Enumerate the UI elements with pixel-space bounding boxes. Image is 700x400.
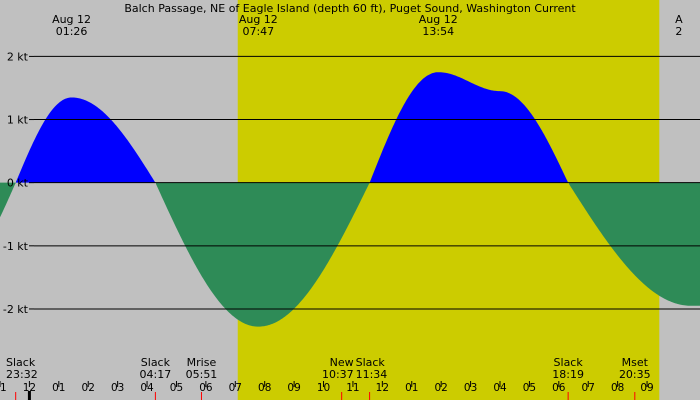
top-date-label-3: A	[675, 13, 683, 26]
event-label-0: Slack	[6, 356, 36, 369]
label-layer: 2 kt 1 kt 0 kt -1 kt -2 kt 11 12 01 02 03 04 05 06 07…	[0, 13, 683, 394]
y-tick-label-1: 1 kt	[7, 114, 29, 127]
top-date-label-1: Aug 12	[239, 13, 278, 26]
hour-tick-label-17: 04	[493, 382, 507, 394]
hour-tick-label-12: 11	[346, 382, 359, 394]
hour-tick-label-16: 03	[464, 382, 477, 394]
top-date-label-2: Aug 12	[419, 13, 458, 26]
hour-tick-label-15: 02	[434, 382, 447, 394]
ebb-area-4	[569, 182, 700, 306]
event-time-3: 10:37	[322, 368, 354, 381]
hour-tick-label-20: 07	[582, 382, 595, 394]
event-time-0: 23:32	[6, 368, 38, 381]
top-date-label-0: Aug 12	[52, 13, 91, 26]
hour-tick-label-7: 06	[199, 382, 213, 394]
hour-tick-label-18: 05	[523, 382, 536, 394]
flood-area-1	[16, 97, 156, 183]
hour-tick-label-6: 05	[170, 382, 183, 394]
event-label-3: New	[330, 356, 354, 369]
chart-title: Balch Passage, NE of Eagle Island (depth…	[124, 2, 576, 15]
y-tick-label-4: -2 kt	[3, 303, 29, 316]
hour-tick-label-10: 09	[287, 382, 300, 394]
hour-tick-label-14: 01	[405, 382, 418, 394]
y-tick-label-2: 0 kt	[7, 177, 29, 190]
hour-tick-label-2: 01	[52, 382, 65, 394]
hour-tick-label-21: 08	[611, 382, 624, 394]
y-tick-label-3: -1 kt	[3, 240, 29, 253]
top-time-label-3: 2	[675, 25, 682, 38]
hour-tick-label-1: 12	[23, 382, 36, 394]
event-time-2: 05:51	[186, 368, 218, 381]
hour-tick-label-8: 07	[229, 382, 242, 394]
current-area-layer	[0, 72, 700, 327]
event-label-5: Slack	[554, 356, 584, 369]
hour-tick-label-4: 03	[111, 382, 124, 394]
top-time-label-1: 07:47	[242, 25, 274, 38]
event-label-2: Mrise	[187, 356, 217, 369]
hour-tick-label-9: 08	[258, 382, 271, 394]
top-time-label-2: 13:54	[422, 25, 454, 38]
event-time-5: 18:19	[552, 368, 584, 381]
y-tick-label-0: 2 kt	[7, 50, 29, 63]
ebb-area-2	[156, 182, 370, 327]
hour-tick-label-22: 09	[640, 382, 653, 394]
hour-tick-label-13: 12	[376, 382, 389, 394]
hour-tick-label-3: 02	[82, 382, 95, 394]
ebb-area-0	[0, 182, 16, 218]
hour-tick-label-19: 06	[552, 382, 566, 394]
event-label-4: Slack	[356, 356, 386, 369]
event-time-1: 04:17	[140, 368, 172, 381]
midnight-marker	[27, 391, 31, 400]
hour-tick-label-11: 10	[317, 382, 330, 394]
event-time-4: 11:34	[356, 368, 388, 381]
grid-layer	[0, 55, 700, 400]
event-time-6: 20:35	[619, 368, 651, 381]
event-label-6: Mset	[622, 356, 649, 369]
flood-area-3	[370, 72, 569, 183]
hour-tick-label-0: 11	[0, 382, 7, 394]
event-label-1: Slack	[141, 356, 171, 369]
top-time-label-0: 01:26	[56, 25, 88, 38]
hour-tick-label-5: 04	[140, 382, 154, 394]
